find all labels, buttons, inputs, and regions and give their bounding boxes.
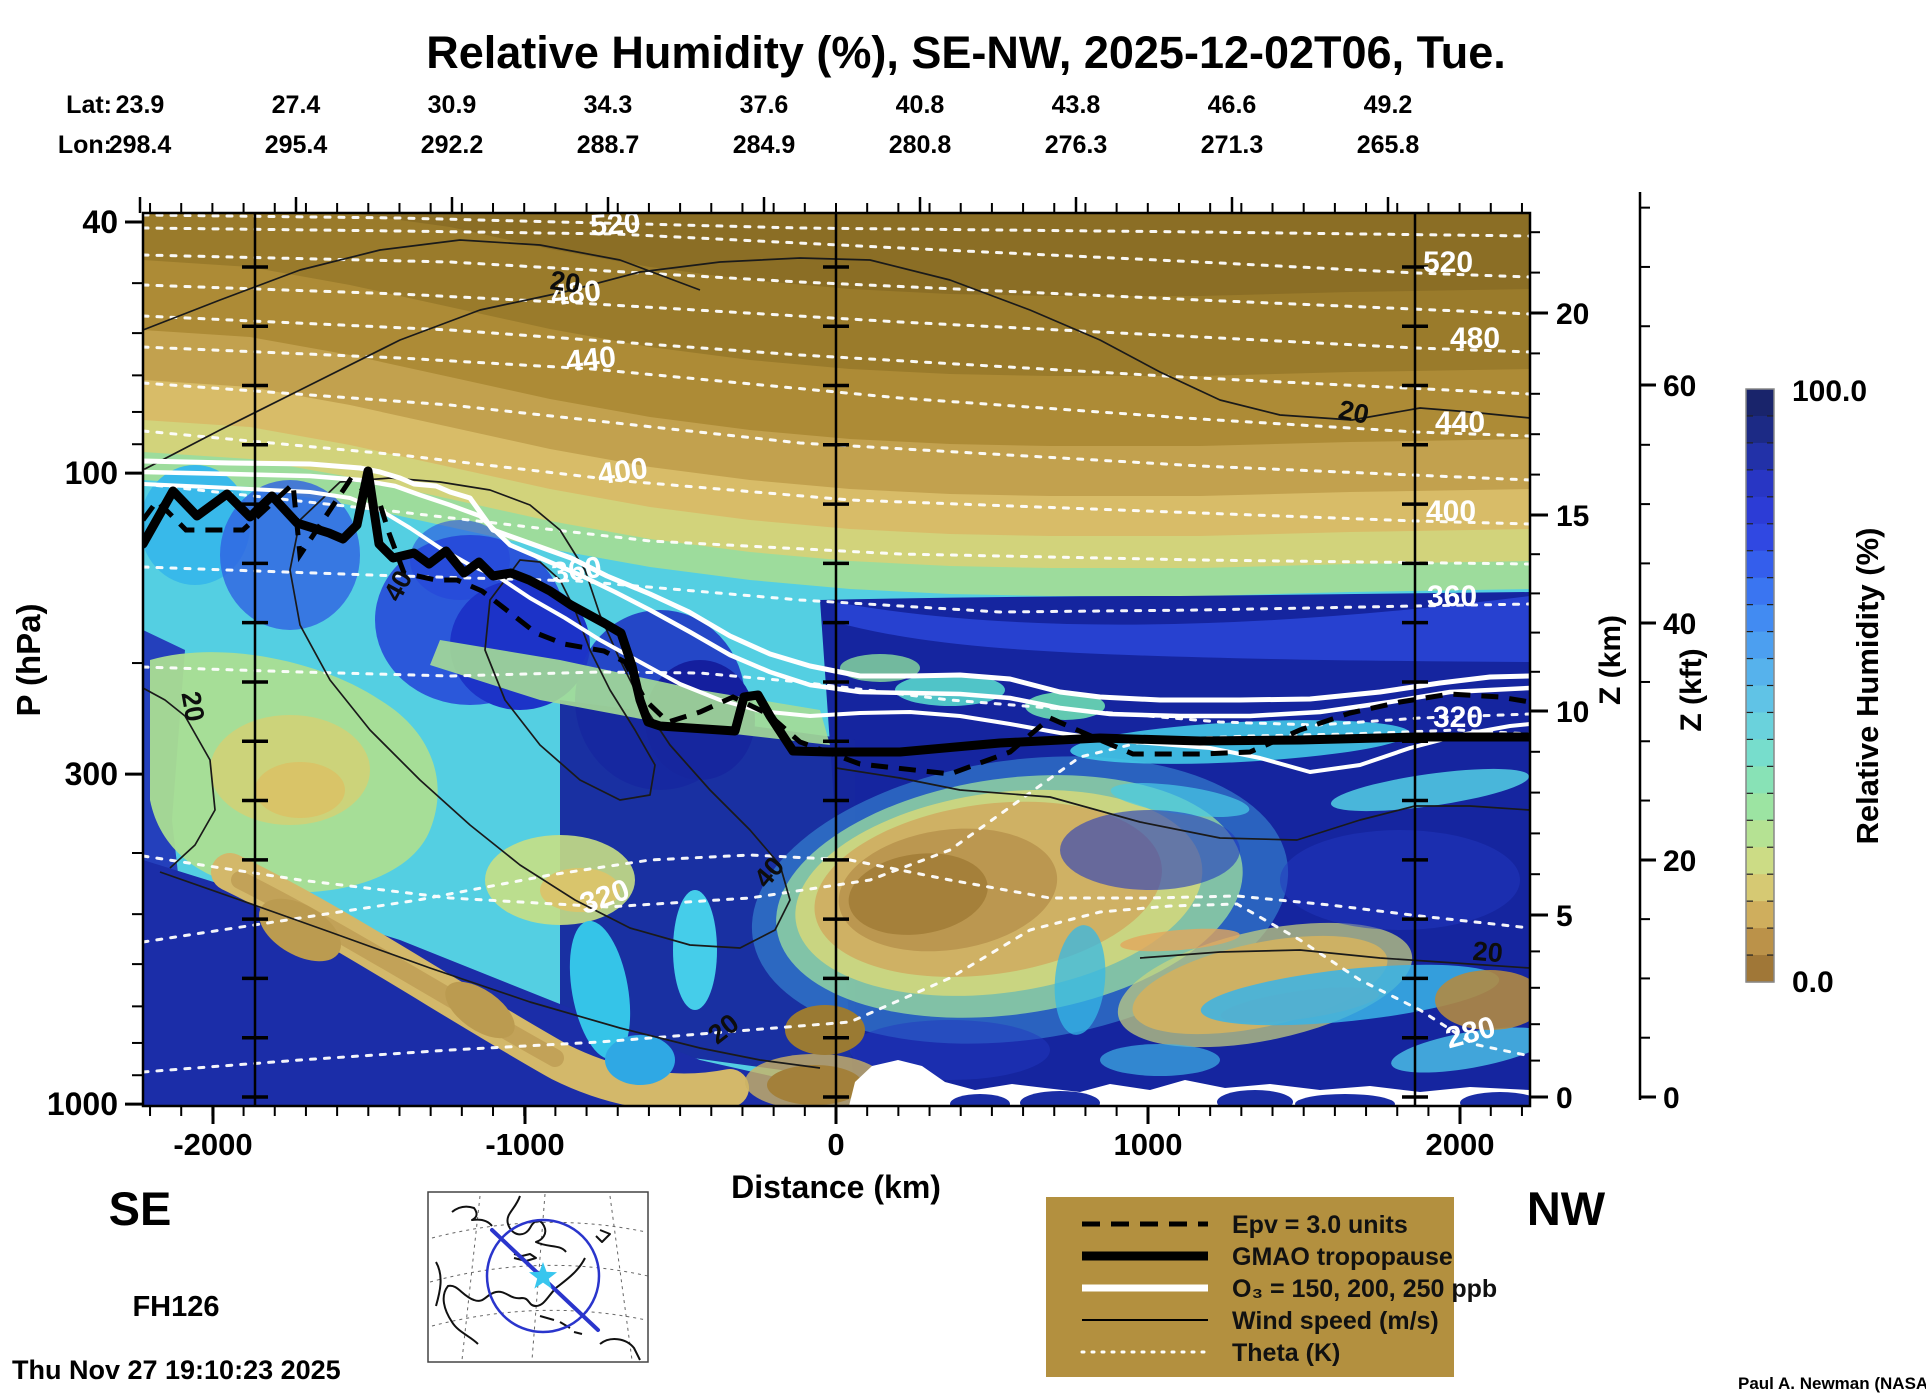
theta-contour-label: 440 (564, 341, 617, 379)
lat-header: Lat: (66, 91, 112, 119)
theta-contour-label: 400 (1426, 495, 1476, 528)
latlon-header: Lat: Lon: (58, 91, 112, 159)
legend-entry: Theta (K) (1080, 1339, 1340, 1367)
theta-contour-label: 480 (1450, 322, 1500, 355)
ozone-contours (143, 458, 1530, 774)
svg-text:0: 0 (827, 1127, 844, 1162)
corner-se: SE (109, 1182, 172, 1235)
legend-label-o3: O₃ = 150, 200, 250 ppb (1232, 1275, 1497, 1303)
axis-tick-labels: -2000 -1000 0 1000 200023.9298.427.4295.430.… (47, 91, 1697, 1162)
theta-contour-label: 520 (589, 206, 641, 242)
svg-text:284.9: 284.9 (733, 131, 796, 159)
svg-text:-1000: -1000 (485, 1127, 564, 1162)
lon-header: Lon: (58, 131, 112, 159)
svg-text:40: 40 (1663, 608, 1696, 641)
theta-contour-label: 520 (1423, 246, 1473, 279)
svg-text:100: 100 (65, 455, 118, 491)
svg-text:10: 10 (1556, 696, 1589, 729)
theta-contour-label: 360 (1427, 580, 1477, 613)
svg-text:30.9: 30.9 (428, 91, 477, 119)
terrain-mask (849, 1060, 1530, 1106)
svg-text:2000: 2000 (1426, 1127, 1495, 1162)
legend-label-theta: Theta (K) (1232, 1339, 1340, 1367)
svg-text:23.9: 23.9 (116, 91, 165, 119)
svg-text:20: 20 (1663, 845, 1696, 878)
svg-text:43.8: 43.8 (1052, 91, 1101, 119)
legend-entry: Wind speed (m/s) (1082, 1307, 1439, 1335)
svg-text:60: 60 (1663, 370, 1696, 403)
legend-entry: O₃ = 150, 200, 250 ppb (1082, 1275, 1497, 1303)
rh-field-features (143, 465, 1530, 1106)
colorbar-max: 100.0 (1792, 375, 1867, 408)
zkft-axis-title: Z (kft) (1675, 648, 1708, 731)
svg-text:20: 20 (1556, 298, 1589, 331)
svg-text:40.8: 40.8 (896, 91, 945, 119)
legend-label-epv: Epv = 3.0 units (1232, 1211, 1408, 1239)
wind-speed-contours (143, 239, 1530, 1069)
theta-contour-label: 320 (1433, 701, 1483, 734)
svg-text:288.7: 288.7 (577, 131, 640, 159)
svg-text:295.4: 295.4 (265, 131, 328, 159)
svg-text:280.8: 280.8 (889, 131, 952, 159)
svg-text:298.4: 298.4 (109, 131, 172, 159)
map-inset (427, 1191, 649, 1363)
map-center-star (529, 1262, 557, 1289)
colorbar: 100.0 0.0 Relative Humidity (%) (1745, 375, 1885, 999)
legend-label-tropopause: GMAO tropopause (1232, 1243, 1453, 1271)
svg-text:300: 300 (65, 756, 118, 792)
theta-contour-label: 440 (1435, 406, 1485, 439)
pressure-axis-title: P (hPa) (10, 603, 47, 716)
credit: Paul A. Newman (NASA (1738, 1374, 1926, 1393)
svg-text:292.2: 292.2 (421, 131, 484, 159)
legend: Epv = 3.0 units GMAO tropopause O₃ = 150, … (1046, 1197, 1497, 1377)
svg-text:0: 0 (1556, 1082, 1573, 1115)
reference-lines (242, 213, 1428, 1106)
svg-text:276.3: 276.3 (1045, 131, 1108, 159)
svg-text:1000: 1000 (47, 1086, 118, 1122)
gmao-tropopause-line (143, 466, 1530, 757)
wind-contour-label: 20 (1472, 936, 1505, 969)
map-graticule (429, 1193, 649, 1361)
legend-label-wind: Wind speed (m/s) (1232, 1307, 1439, 1335)
zkm-axis-title: Z (km) (1594, 615, 1627, 705)
wind-contour-label: 20 (175, 689, 210, 724)
figure-title: Relative Humidity (%), SE-NW, 2025-12-02… (426, 27, 1506, 78)
distance-axis-title: Distance (km) (731, 1169, 941, 1205)
axis-ticks (125, 197, 1548, 1124)
forecast-hour: FH126 (132, 1291, 219, 1323)
colorbar-title: Relative Humidity (%) (1850, 528, 1885, 845)
z-kft-axis (1638, 192, 1656, 1100)
svg-text:1000: 1000 (1114, 1127, 1183, 1162)
svg-text:46.6: 46.6 (1208, 91, 1257, 119)
legend-entry: Epv = 3.0 units (1082, 1211, 1408, 1239)
timestamp: Thu Nov 27 19:10:23 2025 (12, 1355, 341, 1385)
plot-field: 5204804404003603205204804404003603202802… (143, 206, 1530, 1106)
colorbar-min: 0.0 (1792, 966, 1834, 999)
svg-text:265.8: 265.8 (1357, 131, 1420, 159)
svg-text:40: 40 (82, 204, 118, 240)
svg-text:27.4: 27.4 (272, 91, 321, 119)
map-range-circle (485, 1218, 601, 1334)
wind-contour-label: 20 (548, 265, 582, 299)
svg-text:15: 15 (1556, 500, 1589, 533)
svg-text:49.2: 49.2 (1364, 91, 1413, 119)
legend-entry: GMAO tropopause (1082, 1243, 1453, 1271)
theta-contour-label: 360 (550, 551, 604, 591)
svg-text:271.3: 271.3 (1201, 131, 1264, 159)
svg-text:0: 0 (1663, 1082, 1680, 1115)
svg-text:37.6: 37.6 (740, 91, 789, 119)
corner-nw: NW (1527, 1182, 1606, 1235)
theta-contour-label: 400 (596, 452, 650, 492)
wind-contour-label: 20 (1336, 394, 1372, 430)
svg-text:5: 5 (1556, 900, 1573, 933)
svg-text:34.3: 34.3 (584, 91, 633, 119)
epv-contour (143, 476, 1530, 777)
svg-text:-2000: -2000 (173, 1127, 252, 1162)
theta-contour-label: 480 (549, 275, 602, 313)
